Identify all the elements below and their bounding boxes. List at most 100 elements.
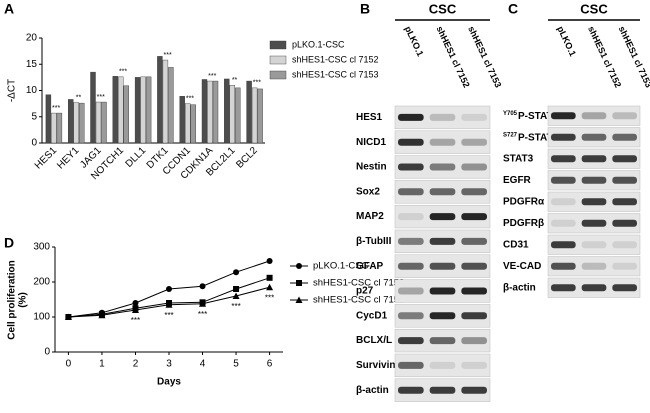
blot-band (551, 262, 576, 270)
significance-label: *** (164, 311, 173, 320)
marker (266, 283, 274, 291)
blot-band (551, 176, 576, 184)
row-label: EGFR (503, 175, 532, 186)
bar (101, 101, 107, 144)
bar (73, 102, 79, 144)
bar (112, 76, 119, 144)
significance-label: *** (97, 94, 105, 101)
bar (118, 76, 124, 144)
row-label: β-actin (503, 282, 536, 293)
blot-band (612, 262, 637, 270)
row-label: β-TubIII (356, 236, 392, 247)
blot-band (429, 312, 456, 320)
row-label-text: P-STAT3 (518, 110, 559, 121)
y-axis-label: -ΔCT (7, 79, 18, 102)
lane-label: shHES1 cl 7152 (435, 25, 472, 90)
y-tick-label: 300 (33, 242, 50, 253)
blot-header: CSC (580, 1, 608, 16)
blot-band (398, 287, 424, 295)
y-tick-label: 100 (33, 312, 50, 323)
marker (266, 274, 273, 281)
blot-strip (547, 256, 641, 277)
blot-band (429, 188, 456, 196)
x-tick-label: 3 (166, 359, 172, 370)
y-tick-label: 0 (44, 347, 50, 358)
y-tick-label: 10 (26, 85, 38, 96)
row-label-superscript: Y705 (503, 110, 518, 116)
marker (64, 313, 72, 320)
x-tick-label: 1 (99, 359, 105, 370)
row-label: S727P-STAT3 (503, 132, 559, 143)
blot-band (551, 155, 576, 163)
bar (257, 88, 263, 144)
blot-header: CSC (429, 1, 457, 16)
blot-band (612, 241, 637, 249)
blot-band (461, 361, 487, 369)
row-label: Nestin (356, 162, 387, 173)
row-label: CycD1 (356, 310, 388, 321)
row-label: Survivin (356, 360, 395, 371)
blot-band (581, 176, 607, 184)
blot-band (612, 219, 637, 227)
bar (123, 85, 130, 144)
significance-label: *** (231, 302, 240, 311)
bar (90, 71, 96, 144)
significance-label: *** (265, 293, 274, 302)
legend-swatch (269, 70, 287, 80)
significance-label: *** (52, 105, 60, 112)
x-tick-label: HES1 (33, 145, 60, 172)
bar (145, 76, 152, 144)
legend-swatch (269, 55, 287, 65)
bar (162, 59, 169, 144)
marker (98, 311, 106, 319)
blot-band (398, 213, 424, 221)
bar (95, 101, 102, 144)
bar (207, 80, 213, 144)
blot-band (461, 188, 487, 196)
bar (179, 96, 185, 144)
blot-band (581, 112, 607, 120)
blot-strip (394, 105, 491, 130)
blot-band (429, 361, 456, 369)
blot-band (612, 198, 637, 206)
marker (266, 258, 273, 264)
lane-label: shHES1 cl 7152 (586, 25, 623, 90)
blot-band (398, 237, 424, 245)
blot-band (551, 219, 576, 227)
bar (229, 85, 236, 144)
y-tick-label: 15 (26, 59, 38, 70)
marker (199, 283, 206, 290)
marker (233, 286, 240, 292)
blot-band (551, 284, 576, 292)
blot-band (461, 113, 487, 121)
bar (168, 67, 174, 144)
row-label-superscript: S727 (503, 132, 518, 138)
blot-band (398, 312, 424, 320)
legend-label: shHES1-CSC cl 7153 (313, 295, 404, 306)
blot-band (551, 198, 576, 206)
blot-band (398, 386, 424, 394)
blot-band (429, 237, 456, 245)
significance-label: *** (198, 310, 207, 319)
blot-strip (547, 234, 641, 255)
row-label: PDGFRα (503, 196, 545, 207)
bar (224, 78, 230, 144)
blot-band (429, 113, 456, 121)
row-label: BCLX/L (356, 335, 392, 346)
blot-band (398, 361, 424, 369)
blot-band (429, 213, 456, 221)
significance-label: *** (186, 95, 194, 102)
blot-band (461, 163, 487, 171)
x-tick-label: 2 (133, 359, 139, 370)
blot-band (461, 237, 487, 245)
significance-label: ** (76, 94, 82, 101)
blot-band (461, 213, 487, 221)
row-label: CD31 (503, 239, 529, 250)
x-tick-label: 4 (200, 359, 206, 370)
lane-label: pLKO.1 (555, 25, 578, 58)
bar (140, 76, 146, 144)
row-label: HES1 (356, 112, 383, 123)
panel-label: D (4, 235, 14, 251)
y-tick-label: 5 (31, 111, 37, 122)
blot-band (398, 138, 424, 146)
